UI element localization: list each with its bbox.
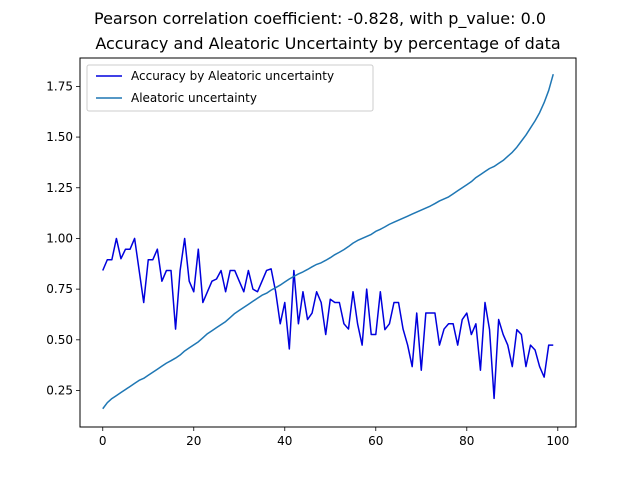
x-tick-label: 60: [368, 434, 383, 448]
y-tick-label: 0.75: [46, 282, 73, 296]
x-tick-label: 80: [459, 434, 474, 448]
legend-label-aleatoric: Aleatoric uncertainty: [131, 91, 257, 105]
chart-title: Accuracy and Aleatoric Uncertainty by pe…: [95, 34, 560, 53]
y-tick-label: 1.75: [46, 79, 73, 93]
plot-frame: [79, 57, 577, 428]
series-line-accuracy: [102, 237, 554, 400]
series-line-aleatoric: [102, 74, 554, 410]
x-tick-label: 20: [186, 434, 201, 448]
legend: Accuracy by Aleatoric uncertainty Aleato…: [86, 64, 374, 112]
x-tick-label: 100: [546, 434, 569, 448]
y-tick-label: 1.50: [46, 130, 73, 144]
series-layer: [102, 74, 554, 410]
y-tick-label: 0.25: [46, 384, 73, 398]
legend-box: [86, 64, 374, 112]
x-tick-label: 40: [277, 434, 292, 448]
legend-label-accuracy: Accuracy by Aleatoric uncertainty: [131, 69, 334, 83]
x-tick-label: 0: [99, 434, 107, 448]
y-tick-label: 1.00: [46, 231, 73, 245]
y-tick-label: 1.25: [46, 181, 73, 195]
chart-suptitle: Pearson correlation coefficient: -0.828,…: [94, 9, 546, 29]
y-tick-label: 0.50: [46, 333, 73, 347]
axis-layer: 0 20 40 60 80 100 0.25 0.50 0.75 1.00 1.25 1.50 1.75: [46, 79, 569, 448]
